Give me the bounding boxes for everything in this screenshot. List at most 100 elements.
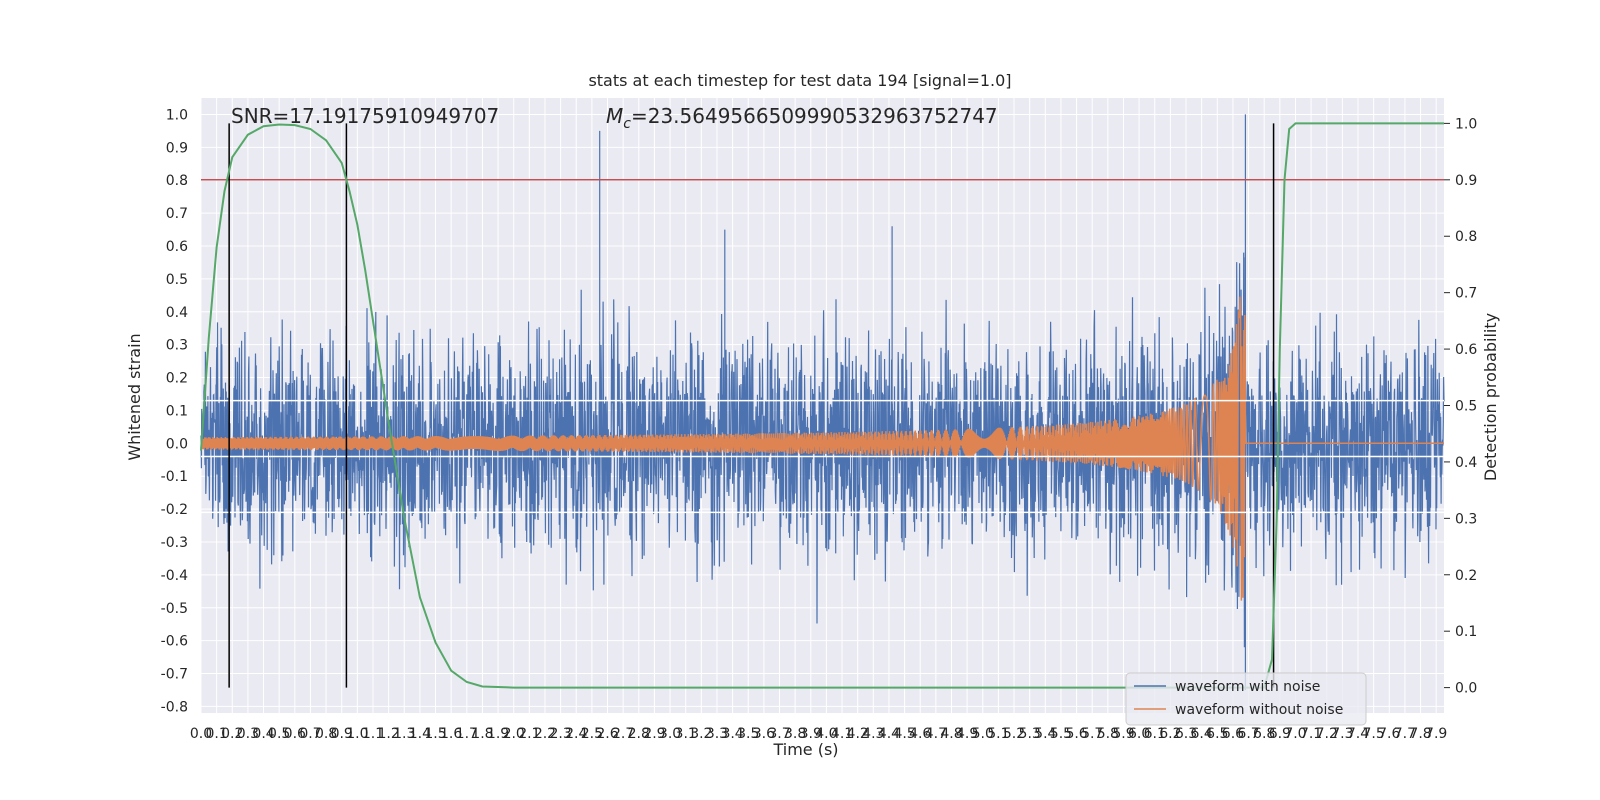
x-tick-label: 1.1 xyxy=(362,726,384,742)
x-tick-label: 0.8 xyxy=(315,726,337,742)
y-tick-label-left: -0.7 xyxy=(161,667,188,683)
legend-label-noise: waveform with noise xyxy=(1175,679,1320,695)
x-tick-label: 1.6 xyxy=(440,726,462,742)
x-tick-label: 5.0 xyxy=(972,726,994,742)
y-tick-label-right: 0.4 xyxy=(1455,455,1477,471)
x-tick-label: 6.3 xyxy=(1175,726,1197,742)
x-tick-label: 4.7 xyxy=(925,726,947,742)
x-tick-label: 6.5 xyxy=(1206,726,1228,742)
mc-symbol: M xyxy=(606,104,623,128)
y-tick-label-right: 0.7 xyxy=(1455,286,1477,302)
y-tick-label-right: 0.2 xyxy=(1455,568,1477,584)
x-tick-label: 1.8 xyxy=(471,726,493,742)
y-tick-label-right: 0.6 xyxy=(1455,342,1477,358)
x-tick-label: 1.3 xyxy=(393,726,415,742)
y-axis-label-left: Whitened strain xyxy=(125,333,144,460)
x-tick-label: 5.9 xyxy=(1112,726,1134,742)
x-tick-label: 4.4 xyxy=(878,726,900,742)
x-tick-label: 0.9 xyxy=(331,726,353,742)
x-tick-label: 7.9 xyxy=(1425,726,1447,742)
x-tick-label: 4.6 xyxy=(909,726,931,742)
noisy-waveform-line xyxy=(200,114,1445,690)
x-tick-label: 1.2 xyxy=(377,726,399,742)
x-tick-label: 2.6 xyxy=(596,726,618,742)
x-axis-label: Time (s) xyxy=(772,740,838,759)
y-tick-label-left: 0.2 xyxy=(166,371,188,387)
x-tick-label: 7.2 xyxy=(1316,726,1338,742)
x-tick-label: 1.9 xyxy=(487,726,509,742)
x-tick-label: 4.1 xyxy=(831,726,853,742)
x-tick-label: 5.1 xyxy=(987,726,1009,742)
x-tick-label: 3.4 xyxy=(721,726,743,742)
x-tick-label: 6.0 xyxy=(1128,726,1150,742)
x-tick-label: 5.7 xyxy=(1081,726,1103,742)
y-tick-label-left: 0.1 xyxy=(166,403,188,419)
y-tick-label-left: 0.7 xyxy=(166,206,188,222)
y-tick-label-left: -0.5 xyxy=(161,601,188,617)
legend-label-clean: waveform without noise xyxy=(1175,702,1343,718)
x-tick-label: 6.8 xyxy=(1253,726,1275,742)
x-tick-label: 1.0 xyxy=(346,726,368,742)
y-tick-label-left: 0.6 xyxy=(166,239,188,255)
x-tick-label: 7.5 xyxy=(1363,726,1385,742)
x-tick-label: 5.8 xyxy=(1097,726,1119,742)
x-tick-label: 2.5 xyxy=(581,726,603,742)
x-tick-label: 6.2 xyxy=(1159,726,1181,742)
x-tick-label: 1.7 xyxy=(456,726,478,742)
snr-annotation: SNR=17.19175910949707 xyxy=(231,104,499,128)
y-tick-label-left: -0.1 xyxy=(161,469,188,485)
y-tick-label-left: -0.6 xyxy=(161,634,188,650)
x-tick-label: 0.2 xyxy=(221,726,243,742)
x-tick-label: 6.4 xyxy=(1191,726,1213,742)
y-tick-label-right: 0.0 xyxy=(1455,681,1477,697)
x-tick-label: 1.4 xyxy=(409,726,431,742)
chart-title: stats at each timestep for test data 194… xyxy=(588,71,1011,90)
detection-probability-line xyxy=(200,122,1444,689)
x-tick-label: 0.0 xyxy=(190,726,212,742)
x-tick-label: 7.1 xyxy=(1300,726,1322,742)
x-tick-label: 6.6 xyxy=(1222,726,1244,742)
x-tick-label: 3.0 xyxy=(659,726,681,742)
y-tick-label-left: -0.4 xyxy=(161,568,188,584)
x-tick-label: 5.5 xyxy=(1050,726,1072,742)
x-tick-label: 7.4 xyxy=(1347,726,1369,742)
y-tick-label-left: -0.8 xyxy=(161,699,188,715)
y-tick-label-left: -0.3 xyxy=(161,535,188,551)
legend-box xyxy=(1125,672,1367,726)
x-tick-label: 0.1 xyxy=(206,726,228,742)
x-tick-label: 1.5 xyxy=(424,726,446,742)
x-tick-label: 2.9 xyxy=(643,726,665,742)
x-tick-label: 5.3 xyxy=(1019,726,1041,742)
x-tick-label: 2.7 xyxy=(612,726,634,742)
x-tick-label: 4.5 xyxy=(893,726,915,742)
y-tick-label-left: 0.0 xyxy=(166,436,188,452)
x-tick-label: 3.6 xyxy=(753,726,775,742)
x-tick-label: 6.1 xyxy=(1144,726,1166,742)
x-tick-label: 4.9 xyxy=(956,726,978,742)
x-tick-label: 4.0 xyxy=(815,726,837,742)
x-tick-label: 2.8 xyxy=(628,726,650,742)
x-tick-label: 7.3 xyxy=(1331,726,1353,742)
x-tick-label: 7.0 xyxy=(1284,726,1306,742)
y-tick-label-left: 0.5 xyxy=(166,272,188,288)
x-tick-label: 0.3 xyxy=(237,726,259,742)
y-tick-label-left: 0.9 xyxy=(166,140,188,156)
x-tick-label: 5.6 xyxy=(1065,726,1087,742)
y-axis-label-right: Detection probability xyxy=(1481,313,1500,481)
y-tick-label-right: 0.3 xyxy=(1455,511,1477,527)
x-tick-label: 0.6 xyxy=(284,726,306,742)
x-tick-label: 5.2 xyxy=(1003,726,1025,742)
x-tick-label: 3.2 xyxy=(690,726,712,742)
x-tick-label: 6.9 xyxy=(1269,726,1291,742)
x-tick-label: 3.9 xyxy=(800,726,822,742)
y-tick-label-left: 0.3 xyxy=(166,338,188,354)
x-tick-label: 3.3 xyxy=(706,726,728,742)
x-tick-label: 3.5 xyxy=(737,726,759,742)
x-tick-label: 7.8 xyxy=(1409,726,1431,742)
x-tick-label: 3.1 xyxy=(675,726,697,742)
clean-waveform-line xyxy=(200,296,1444,601)
mc-subscript: c xyxy=(623,116,631,132)
x-tick-label: 2.0 xyxy=(503,726,525,742)
x-tick-label: 2.4 xyxy=(565,726,587,742)
